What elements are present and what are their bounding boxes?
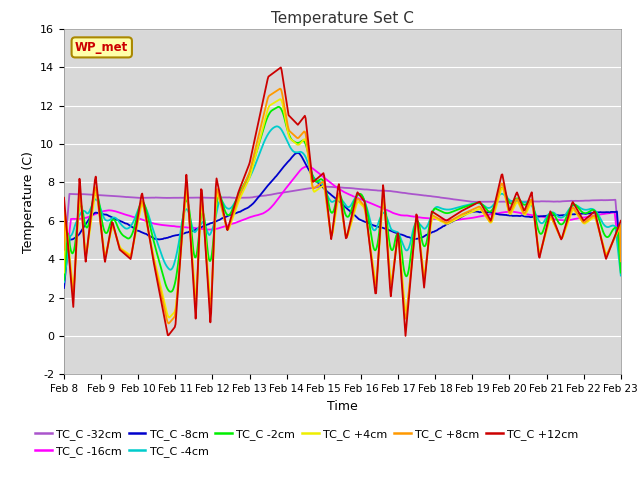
TC_C +4cm	[276, 96, 284, 102]
TC_C -2cm	[214, 193, 222, 199]
Legend: TC_C -32cm, TC_C -16cm, TC_C -8cm, TC_C -4cm, TC_C -2cm, TC_C +4cm, TC_C +8cm, T: TC_C -32cm, TC_C -16cm, TC_C -8cm, TC_C …	[31, 425, 583, 461]
TC_C +4cm	[412, 227, 419, 232]
TC_C +4cm	[185, 205, 193, 211]
TC_C +12cm	[70, 288, 78, 294]
TC_C -4cm	[273, 123, 281, 129]
TC_C -16cm	[70, 216, 78, 222]
TC_C +4cm	[214, 191, 222, 197]
TC_C +4cm	[166, 314, 173, 320]
TC_C +12cm	[412, 220, 419, 226]
TC_C -32cm	[617, 261, 625, 266]
TC_C +4cm	[428, 217, 436, 223]
Line: TC_C -32cm: TC_C -32cm	[64, 187, 621, 264]
TC_C +4cm	[60, 270, 68, 276]
TC_C -8cm	[60, 285, 68, 291]
TC_C -16cm	[303, 164, 311, 169]
TC_C -2cm	[70, 247, 78, 253]
Line: TC_C +8cm: TC_C +8cm	[64, 89, 621, 324]
TC_C -32cm	[428, 193, 435, 199]
TC_C +12cm	[184, 192, 192, 198]
Y-axis label: Temperature (C): Temperature (C)	[22, 151, 35, 252]
TC_C -32cm	[214, 195, 221, 201]
TC_C +12cm	[60, 195, 68, 201]
TC_C -4cm	[184, 208, 192, 214]
TC_C -2cm	[428, 211, 436, 217]
TC_C +4cm	[127, 250, 135, 256]
TC_C -16cm	[127, 214, 135, 219]
TC_C -16cm	[428, 216, 435, 221]
TC_C -2cm	[412, 220, 419, 226]
TC_C -8cm	[214, 218, 221, 224]
TC_C +8cm	[127, 251, 135, 256]
X-axis label: Time: Time	[327, 400, 358, 413]
Line: TC_C -8cm: TC_C -8cm	[64, 153, 621, 288]
Line: TC_C +12cm: TC_C +12cm	[64, 67, 621, 336]
TC_C +12cm	[277, 64, 285, 70]
TC_C +8cm	[428, 213, 436, 219]
TC_C -4cm	[70, 226, 78, 231]
TC_C -8cm	[294, 150, 301, 156]
Text: WP_met: WP_met	[75, 41, 129, 54]
TC_C -16cm	[617, 264, 625, 270]
TC_C -32cm	[127, 194, 135, 200]
TC_C -32cm	[319, 184, 327, 190]
Line: TC_C -4cm: TC_C -4cm	[64, 126, 621, 282]
TC_C -2cm	[127, 233, 135, 239]
TC_C +8cm	[617, 258, 625, 264]
TC_C -16cm	[214, 226, 221, 231]
TC_C +8cm	[412, 222, 419, 228]
TC_C -16cm	[60, 275, 68, 280]
TC_C +8cm	[60, 247, 68, 253]
Line: TC_C -2cm: TC_C -2cm	[64, 107, 621, 292]
TC_C +4cm	[617, 251, 625, 256]
TC_C +8cm	[164, 321, 172, 326]
TC_C -8cm	[617, 261, 625, 266]
TC_C -32cm	[184, 195, 192, 201]
TC_C -16cm	[184, 225, 192, 230]
TC_C -2cm	[617, 270, 625, 276]
TC_C +12cm	[127, 253, 135, 259]
TC_C -2cm	[275, 104, 282, 110]
Line: TC_C -16cm: TC_C -16cm	[64, 167, 621, 277]
TC_C -2cm	[185, 203, 193, 209]
Title: Temperature Set C: Temperature Set C	[271, 11, 414, 26]
TC_C -32cm	[411, 192, 419, 197]
TC_C +4cm	[70, 280, 78, 286]
TC_C -8cm	[184, 229, 192, 235]
TC_C -2cm	[60, 277, 68, 283]
TC_C -4cm	[60, 279, 68, 285]
TC_C -8cm	[411, 236, 419, 242]
TC_C -2cm	[167, 289, 175, 295]
TC_C -4cm	[617, 273, 625, 278]
TC_C -8cm	[70, 236, 78, 241]
TC_C +12cm	[402, 333, 410, 339]
TC_C -32cm	[70, 191, 78, 197]
TC_C +8cm	[214, 190, 222, 195]
TC_C +12cm	[214, 179, 221, 185]
Line: TC_C +4cm: TC_C +4cm	[64, 99, 621, 317]
TC_C +8cm	[70, 282, 78, 288]
TC_C -4cm	[127, 222, 135, 228]
TC_C -8cm	[127, 224, 135, 229]
TC_C -32cm	[60, 257, 68, 263]
TC_C -4cm	[411, 222, 419, 228]
TC_C +12cm	[428, 208, 436, 214]
TC_C +8cm	[185, 209, 193, 215]
TC_C +8cm	[276, 86, 284, 92]
TC_C -8cm	[428, 230, 435, 236]
TC_C -4cm	[428, 213, 435, 219]
TC_C -4cm	[214, 206, 221, 212]
TC_C -16cm	[411, 214, 419, 219]
TC_C +12cm	[617, 218, 625, 224]
